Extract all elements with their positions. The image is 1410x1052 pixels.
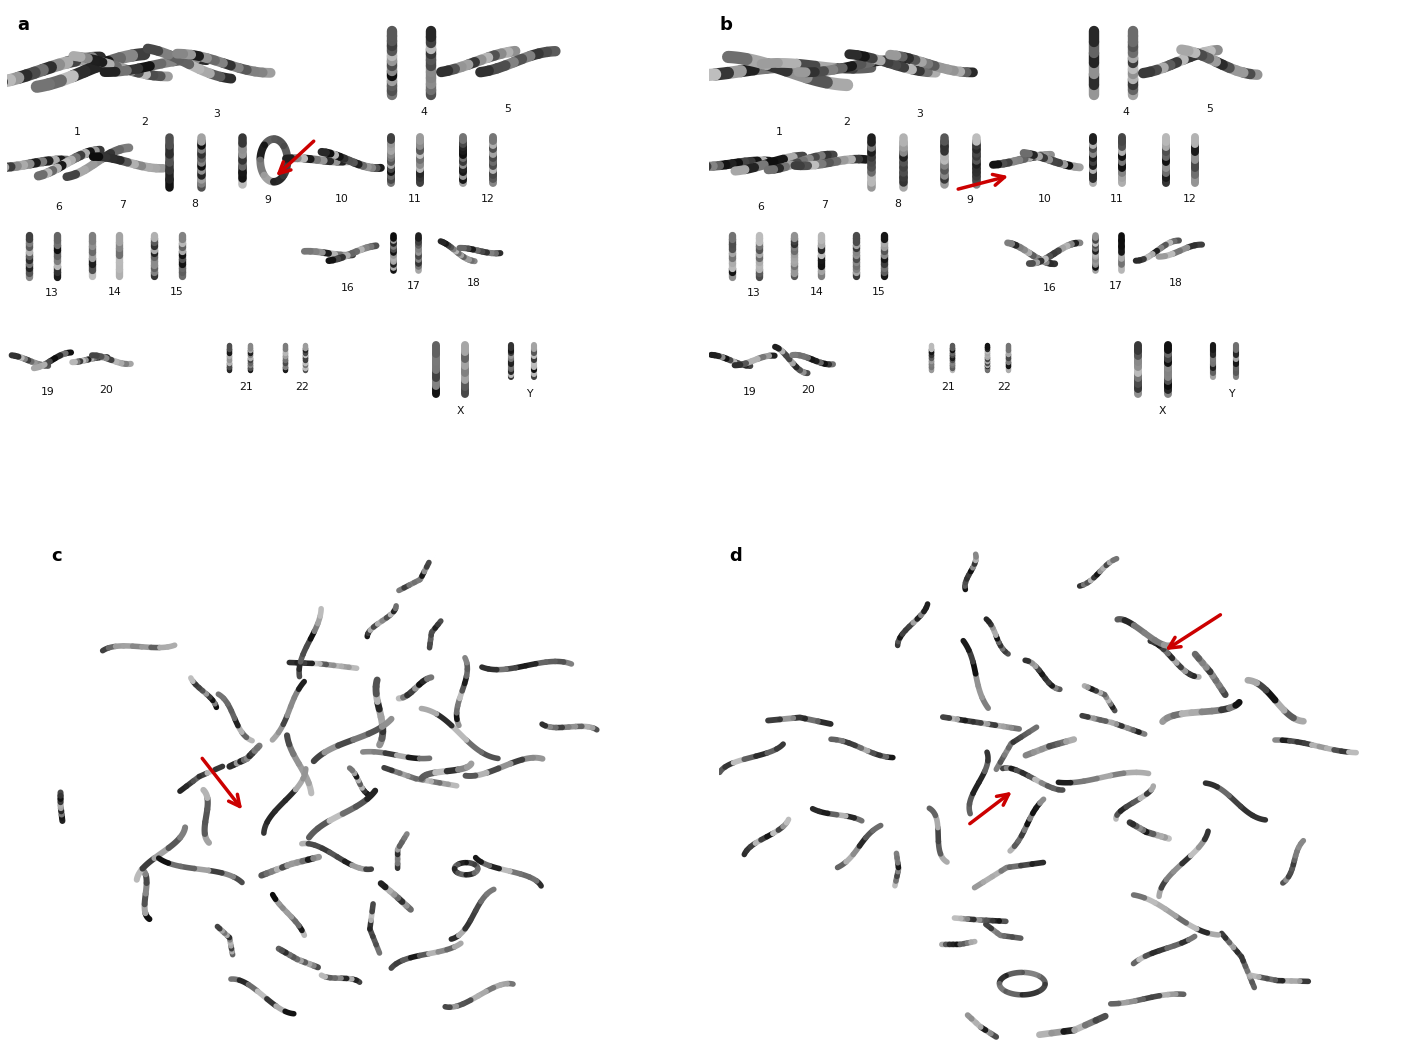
Text: b: b <box>719 16 733 34</box>
Text: 7: 7 <box>821 200 828 209</box>
Text: 5: 5 <box>1206 104 1213 115</box>
Text: 9: 9 <box>967 196 974 205</box>
Text: 9: 9 <box>265 196 272 205</box>
Text: a: a <box>17 16 30 34</box>
Text: 8: 8 <box>894 199 901 208</box>
Text: 13: 13 <box>45 288 59 299</box>
Text: 12: 12 <box>1183 195 1197 204</box>
Text: d: d <box>729 547 742 565</box>
Text: 20: 20 <box>801 385 815 396</box>
Text: 11: 11 <box>1110 195 1124 204</box>
Text: X: X <box>457 406 464 416</box>
Text: 15: 15 <box>871 287 885 298</box>
Text: 13: 13 <box>747 288 761 299</box>
Text: 19: 19 <box>743 387 756 397</box>
Text: 15: 15 <box>169 287 183 298</box>
Text: 7: 7 <box>118 200 125 209</box>
Text: 6: 6 <box>757 202 764 213</box>
Text: 16: 16 <box>1043 283 1058 294</box>
Text: 10: 10 <box>336 195 350 204</box>
Text: 4: 4 <box>1122 107 1129 117</box>
Text: X: X <box>1159 406 1166 416</box>
Text: 14: 14 <box>809 287 823 298</box>
Text: c: c <box>52 547 62 565</box>
Text: 22: 22 <box>997 382 1011 391</box>
Text: 17: 17 <box>407 281 420 291</box>
Text: 14: 14 <box>107 287 121 298</box>
Text: 10: 10 <box>1038 195 1052 204</box>
Text: 6: 6 <box>55 202 62 213</box>
Text: 21: 21 <box>942 382 955 391</box>
Text: 18: 18 <box>1169 278 1183 288</box>
Text: 1: 1 <box>73 127 80 138</box>
Text: 2: 2 <box>141 117 148 127</box>
Text: 19: 19 <box>41 387 54 397</box>
Text: 4: 4 <box>420 107 427 117</box>
Text: 16: 16 <box>341 283 355 294</box>
Text: 18: 18 <box>467 278 481 288</box>
Text: 5: 5 <box>503 104 510 115</box>
Text: 2: 2 <box>843 117 850 127</box>
Text: 11: 11 <box>407 195 422 204</box>
Text: 1: 1 <box>776 127 783 138</box>
Text: 20: 20 <box>99 385 113 396</box>
Text: 3: 3 <box>214 109 220 119</box>
Text: 3: 3 <box>916 109 922 119</box>
Text: 21: 21 <box>240 382 252 391</box>
Text: Y: Y <box>526 389 533 399</box>
Text: 8: 8 <box>192 199 199 208</box>
Text: Y: Y <box>1228 389 1235 399</box>
Text: 12: 12 <box>481 195 495 204</box>
Text: 22: 22 <box>295 382 309 391</box>
Text: 17: 17 <box>1110 281 1122 291</box>
